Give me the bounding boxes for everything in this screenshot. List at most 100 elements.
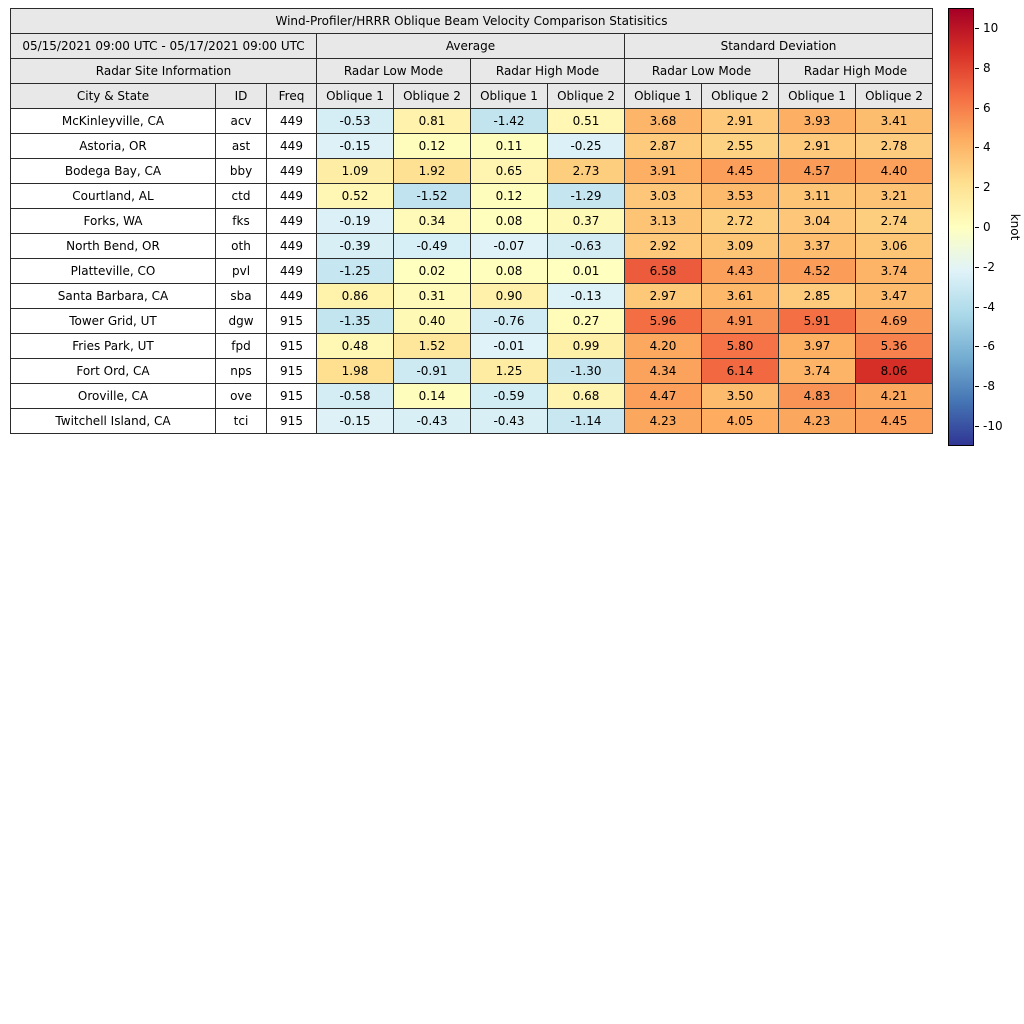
value-cell: -1.35	[316, 308, 394, 334]
value-cell: 4.91	[701, 308, 779, 334]
colorbar-tick-label: -6	[983, 339, 995, 354]
colorbar-tick-label: -8	[983, 379, 995, 394]
city-cell: Platteville, CO	[10, 258, 216, 284]
city-cell: Tower Grid, UT	[10, 308, 216, 334]
id-cell: oth	[215, 233, 267, 259]
value-cell: -0.19	[316, 208, 394, 234]
value-cell: 0.12	[393, 133, 471, 159]
id-cell: fks	[215, 208, 267, 234]
value-cell: 0.99	[547, 333, 625, 359]
value-cell: 2.87	[624, 133, 702, 159]
value-cell: 2.78	[855, 133, 933, 159]
value-cell: 4.69	[855, 308, 933, 334]
value-cell: 2.92	[624, 233, 702, 259]
city-cell: McKinleyville, CA	[10, 108, 216, 134]
value-cell: 8.06	[855, 358, 933, 384]
value-cell: 5.96	[624, 308, 702, 334]
value-cell: 2.73	[547, 158, 625, 184]
freq-cell: 915	[266, 383, 317, 409]
id-cell: ast	[215, 133, 267, 159]
value-cell: 4.21	[855, 383, 933, 409]
freq-cell: 915	[266, 333, 317, 359]
value-cell: 3.37	[778, 233, 856, 259]
id-cell: ctd	[215, 183, 267, 209]
value-cell: 0.08	[470, 258, 548, 284]
value-cell: 2.85	[778, 283, 856, 309]
table-row: Courtland, AL ctd 449 0.52 -1.52 0.12 -1.29 3.0…	[10, 183, 933, 209]
freq-cell: 915	[266, 358, 317, 384]
id-cell: nps	[215, 358, 267, 384]
value-cell: 3.74	[778, 358, 856, 384]
value-cell: 4.23	[778, 408, 856, 434]
colorbar-tickmark	[975, 426, 979, 428]
value-cell: 0.52	[316, 183, 394, 209]
value-cell: 2.74	[855, 208, 933, 234]
value-cell: -0.91	[393, 358, 471, 384]
table-row: Platteville, CO pvl 449 -1.25 0.02 0.08 0.01 6.…	[10, 258, 933, 284]
value-cell: 1.92	[393, 158, 471, 184]
value-cell: 4.34	[624, 358, 702, 384]
col-oblique-2: Oblique 2	[855, 83, 933, 109]
value-cell: 2.91	[778, 133, 856, 159]
radar-high-mode-std: Radar High Mode	[778, 58, 933, 84]
table-body: McKinleyville, CA acv 449 -0.53 0.81 -1.42 0.5…	[10, 108, 933, 434]
value-cell: 1.52	[393, 333, 471, 359]
value-cell: 0.51	[547, 108, 625, 134]
value-cell: 3.93	[778, 108, 856, 134]
value-cell: 4.40	[855, 158, 933, 184]
mode-header-row: Radar Site Information Radar Low Mode Ra…	[10, 58, 933, 84]
city-cell: Oroville, CA	[10, 383, 216, 409]
colorbar-tickmark	[975, 266, 979, 268]
radar-site-information: Radar Site Information	[10, 58, 317, 84]
id-cell: dgw	[215, 308, 267, 334]
value-cell: -0.13	[547, 283, 625, 309]
freq-cell: 449	[266, 183, 317, 209]
value-cell: 0.12	[470, 183, 548, 209]
value-cell: 0.90	[470, 283, 548, 309]
colorbar-tickmark	[975, 67, 979, 69]
city-cell: Courtland, AL	[10, 183, 216, 209]
value-cell: 0.37	[547, 208, 625, 234]
table-row: Astoria, OR ast 449 -0.15 0.12 0.11 -0.25 2.87 2…	[10, 133, 933, 159]
value-cell: 0.31	[393, 283, 471, 309]
group-average: Average	[316, 33, 625, 59]
value-cell: 2.55	[701, 133, 779, 159]
value-cell: 3.50	[701, 383, 779, 409]
colorbar-tick-label: -2	[983, 259, 995, 274]
value-cell: -0.63	[547, 233, 625, 259]
value-cell: 4.47	[624, 383, 702, 409]
statistics-table-container: Wind-Profiler/HRRR Oblique Beam Velocity…	[10, 8, 933, 434]
colorbar-tick-label: 2	[983, 180, 991, 195]
id-cell: ove	[215, 383, 267, 409]
value-cell: 4.52	[778, 258, 856, 284]
id-cell: bby	[215, 158, 267, 184]
id-cell: pvl	[215, 258, 267, 284]
colorbar-tick-label: 10	[983, 20, 999, 35]
value-cell: 0.68	[547, 383, 625, 409]
colorbar-tick-label: 0	[983, 220, 991, 234]
value-cell: 3.74	[855, 258, 933, 284]
value-cell: 5.80	[701, 333, 779, 359]
colorbar-tickmark	[975, 147, 979, 149]
date-range: 05/15/2021 09:00 UTC - 05/17/2021 09:00 …	[10, 33, 317, 59]
id-cell: acv	[215, 108, 267, 134]
value-cell: 4.05	[701, 408, 779, 434]
value-cell: 2.91	[701, 108, 779, 134]
page-title: Wind-Profiler/HRRR Oblique Beam Velocity…	[10, 8, 933, 34]
group-header-row: 05/15/2021 09:00 UTC - 05/17/2021 09:00 …	[10, 33, 933, 59]
city-cell: Astoria, OR	[10, 133, 216, 159]
freq-cell: 449	[266, 158, 317, 184]
value-cell: 1.25	[470, 358, 548, 384]
value-cell: 4.45	[855, 408, 933, 434]
table-row: Bodega Bay, CA bby 449 1.09 1.92 0.65 2.73 3.91…	[10, 158, 933, 184]
value-cell: 0.65	[470, 158, 548, 184]
col-oblique-2: Oblique 2	[547, 83, 625, 109]
freq-cell: 449	[266, 283, 317, 309]
table-row: Fort Ord, CA nps 915 1.98 -0.91 1.25 -1.30 4.34…	[10, 358, 933, 384]
value-cell: 3.04	[778, 208, 856, 234]
value-cell: 3.09	[701, 233, 779, 259]
statistics-table: Wind-Profiler/HRRR Oblique Beam Velocity…	[10, 8, 933, 434]
value-cell: -1.29	[547, 183, 625, 209]
freq-cell: 915	[266, 408, 317, 434]
freq-cell: 449	[266, 208, 317, 234]
